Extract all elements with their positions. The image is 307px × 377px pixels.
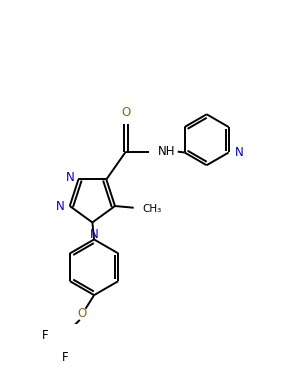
Text: O: O <box>78 307 87 320</box>
Text: CH₃: CH₃ <box>142 204 161 215</box>
Text: N: N <box>90 228 99 241</box>
Text: N: N <box>235 146 243 159</box>
Text: O: O <box>121 106 130 120</box>
Text: F: F <box>41 329 48 342</box>
Text: N: N <box>56 199 65 213</box>
Text: NH: NH <box>158 145 176 158</box>
Text: F: F <box>62 351 68 364</box>
Text: N: N <box>66 171 74 184</box>
